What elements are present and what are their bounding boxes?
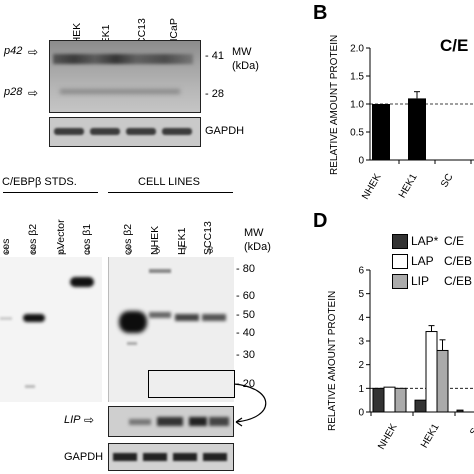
bar (425, 331, 438, 413)
lip-label: LIP (64, 414, 81, 426)
gapdh-label: GAPDH (205, 125, 245, 137)
x-tick-label: HEK1 (397, 172, 420, 201)
p28-label: p28 (4, 86, 23, 98)
legend-text: C/E (444, 234, 465, 248)
bar (436, 349, 449, 413)
y-tick-label: 1 (358, 384, 364, 395)
x-tick-label: Sc (468, 422, 474, 438)
bar (456, 409, 464, 413)
lip-blot (108, 406, 234, 437)
cell-lines-bracket (108, 192, 233, 193)
western-blot-top (49, 40, 201, 113)
arrow-right-icon: ⇨ (84, 413, 95, 427)
lane-number: 5 (127, 245, 133, 256)
lip-highlight-box (148, 370, 235, 398)
legend-key: LIP (411, 274, 430, 288)
y-tick-label: 0 (358, 408, 364, 419)
marker-60: - 60 (236, 290, 255, 302)
lane-number: 6 (155, 245, 161, 256)
y-tick-label: 0 (358, 156, 364, 167)
stds-bracket (3, 192, 98, 193)
bar (372, 104, 390, 160)
y-tick-label: 4 (358, 313, 364, 324)
chart-title: C/E (440, 36, 469, 55)
x-tick-label: NHEK (360, 172, 384, 202)
x-tick-label: NHEK (376, 422, 400, 452)
marker-41: - 41 (205, 50, 224, 62)
bar-chart-b: 0 0.5 1.0 1.5 2.0 NHEK HEK1 SC (350, 44, 474, 202)
y-axis-label: RELATIVE AMOUNT PROTEIN (329, 34, 340, 175)
standards-blot (0, 257, 102, 402)
marker-30: - 30 (236, 349, 255, 361)
bar-chart-d: 0 1 2 3 4 5 6 NHEK HEK1 Sc (358, 266, 474, 452)
arrow-right-icon: ⇨ (28, 45, 39, 59)
marker-50: - 50 (236, 309, 255, 321)
y-tick-label: 1.0 (350, 100, 364, 111)
legend-swatch (392, 234, 408, 249)
lane-number: 2 (31, 245, 37, 256)
arrow-right-icon: ⇨ (28, 86, 39, 100)
mw-title: MW (244, 227, 264, 239)
panel-letter-b: B (313, 2, 328, 24)
panel-letter-d: D (313, 210, 328, 232)
lane-number: 7 (182, 245, 188, 256)
mw-unit: (kDa) (232, 60, 259, 72)
y-tick-label: 2.0 (350, 44, 364, 55)
y-axis-label: RELATIVE AMOUNT PROTEIN (327, 290, 338, 431)
bar (372, 387, 385, 413)
y-tick-label: 3 (358, 337, 364, 348)
legend-key: LAP (411, 254, 434, 268)
bar (394, 387, 407, 413)
legend-swatch (392, 254, 408, 269)
x-tick-label: HEK1 (419, 422, 442, 451)
cell-lines-blot (108, 257, 234, 402)
mw-title: MW (232, 46, 252, 58)
lane-number: 4 (85, 245, 91, 256)
mw-unit: (kDa) (244, 241, 271, 253)
gapdh-blot-a (49, 117, 201, 147)
gapdh-blot-c (108, 443, 234, 471)
lane-number: 8 (208, 245, 214, 256)
cell-lines-title: CELL LINES (138, 176, 200, 188)
marker-28: - 28 (205, 88, 224, 100)
y-tick-label: 2 (358, 360, 364, 371)
x-tick-label: SC (439, 172, 455, 190)
y-tick-label: 5 (358, 289, 364, 300)
bar (414, 399, 427, 413)
curved-arrow-icon (233, 383, 267, 427)
lane-number: 3 (59, 245, 65, 256)
bar (408, 98, 426, 160)
marker-40: - 40 (236, 327, 255, 339)
stds-title: C/EBPβ STDS. (2, 176, 77, 188)
lane-number: 1 (4, 245, 10, 256)
gapdh-label: GAPDH (64, 451, 104, 463)
y-tick-label: 0.5 (350, 128, 364, 139)
bar (383, 386, 396, 413)
y-tick-label: 6 (358, 266, 364, 277)
legend-key: LAP* (411, 234, 439, 248)
legend-text: C/EB (444, 254, 473, 268)
legend-text: C/EB (444, 274, 473, 288)
p42-label: p42 (4, 45, 23, 57)
marker-80: - 80 (236, 263, 255, 275)
legend-swatch (392, 274, 408, 289)
y-tick-label: 1.5 (350, 72, 364, 83)
